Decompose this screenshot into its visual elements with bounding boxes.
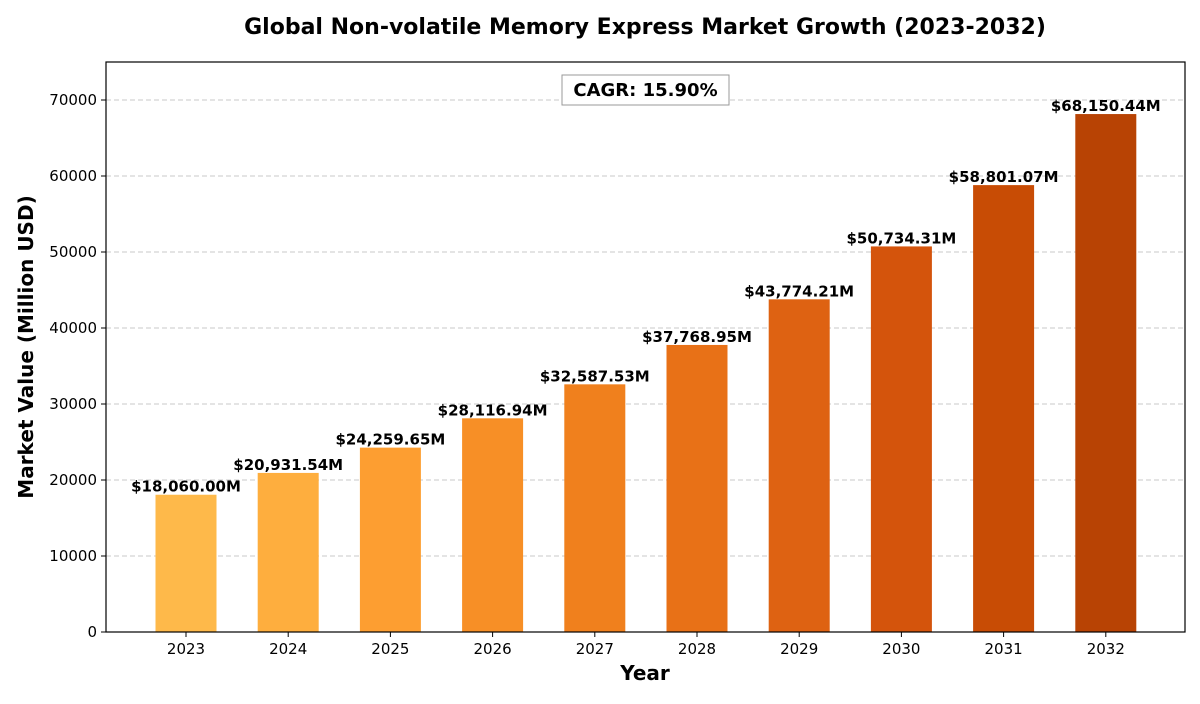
y-tick-label: 30000 xyxy=(49,395,97,413)
chart-title: Global Non-volatile Memory Express Marke… xyxy=(244,15,1046,40)
y-tick-label: 70000 xyxy=(49,91,97,109)
plot-frame xyxy=(105,61,1186,633)
cagr-box xyxy=(561,74,730,106)
data-label-2024: $20,931.54M xyxy=(233,456,343,474)
y-axis-label: Market Value (Million USD) xyxy=(14,195,38,498)
data-label-2023: $18,060.00M xyxy=(131,478,241,496)
x-tick-label: 2028 xyxy=(678,640,716,658)
x-axis-label: Year xyxy=(619,661,670,685)
bar-2031 xyxy=(973,185,1035,632)
bar-2025 xyxy=(359,447,421,632)
data-label-2025: $24,259.65M xyxy=(335,431,445,449)
x-tick-label: 2023 xyxy=(167,640,205,658)
data-label-2029: $43,774.21M xyxy=(744,282,854,300)
y-axis-ticks: 0 10000 20000 30000 40000 50000 60000 70000 xyxy=(49,91,106,641)
x-tick-label: 2027 xyxy=(576,640,614,658)
data-labels: $18,060.00M $20,931.54M $24,259.65M $28,116… xyxy=(131,97,1161,496)
cagr-label: CAGR: 15.90% xyxy=(573,80,717,101)
y-tick-label: 0 xyxy=(87,623,97,641)
bar-2026 xyxy=(462,418,524,632)
y-tick-label: 10000 xyxy=(49,547,97,565)
data-label-2032: $68,150.44M xyxy=(1051,97,1161,115)
bar-2028 xyxy=(666,344,728,632)
data-label-2026: $28,116.94M xyxy=(438,401,548,419)
x-tick-label: 2024 xyxy=(269,640,307,658)
y-tick-label: 20000 xyxy=(49,471,97,489)
y-tick-label: 60000 xyxy=(49,167,97,185)
bar-2024 xyxy=(257,472,319,632)
data-label-2031: $58,801.07M xyxy=(949,168,1059,186)
x-tick-label: 2031 xyxy=(985,640,1023,658)
data-label-2030: $50,734.31M xyxy=(846,229,956,247)
x-tick-label: 2030 xyxy=(882,640,920,658)
data-label-2028: $37,768.95M xyxy=(642,328,752,346)
y-tick-label: 50000 xyxy=(49,243,97,261)
x-tick-label: 2029 xyxy=(780,640,818,658)
x-axis-ticks: 2023 2024 2025 2026 2027 2028 2029 2030 2031 2032 xyxy=(167,632,1125,658)
bar-2029 xyxy=(768,299,830,632)
bar-2023 xyxy=(155,494,217,632)
bar-2027 xyxy=(564,384,626,632)
bar-2030 xyxy=(870,246,932,632)
bar-2032 xyxy=(1075,114,1137,633)
y-tick-label: 40000 xyxy=(49,319,97,337)
x-tick-label: 2032 xyxy=(1087,640,1125,658)
x-tick-label: 2026 xyxy=(474,640,512,658)
data-label-2027: $32,587.53M xyxy=(540,367,650,385)
x-tick-label: 2025 xyxy=(371,640,409,658)
bars xyxy=(155,114,1137,633)
cagr-annotation: CAGR: 15.90% xyxy=(561,74,730,106)
